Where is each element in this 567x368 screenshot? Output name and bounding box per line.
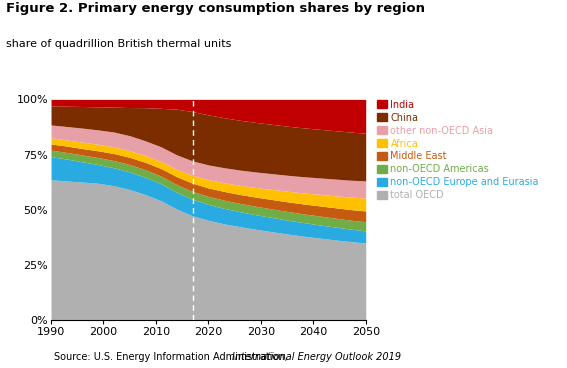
Text: Figure 2. Primary energy consumption shares by region: Figure 2. Primary energy consumption sha…	[6, 2, 425, 15]
Text: share of quadrillion British thermal units: share of quadrillion British thermal uni…	[6, 39, 231, 49]
Legend: India, China, other non-OECD Asia, Africa, Middle East, non-OECD Americas, non-O: India, China, other non-OECD Asia, Afric…	[377, 100, 539, 200]
Text: Source: U.S. Energy Information Administration,: Source: U.S. Energy Information Administ…	[54, 353, 291, 362]
Text: International Energy Outlook 2019: International Energy Outlook 2019	[232, 353, 401, 362]
